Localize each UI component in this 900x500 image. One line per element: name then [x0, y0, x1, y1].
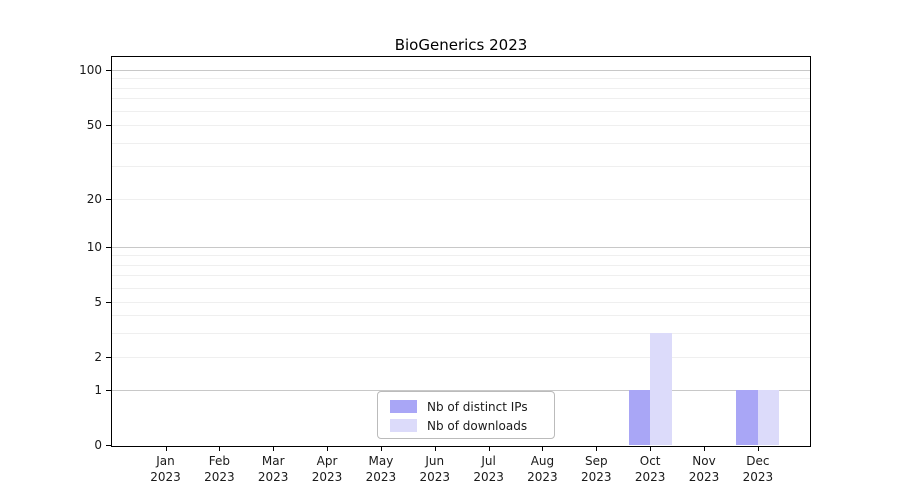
x-tick-month: Jun	[425, 454, 445, 468]
minor-gridline	[112, 332, 810, 334]
x-tick-year: 2023	[473, 470, 504, 484]
minor-gridline	[112, 255, 810, 257]
x-tick-label-oct: Oct 2023	[623, 453, 677, 485]
x-tick-month: Jan	[156, 454, 175, 468]
minor-gridline	[112, 143, 810, 145]
x-tick-month: Dec	[746, 454, 770, 468]
x-tick-month: May	[368, 454, 394, 468]
x-tick-mark	[650, 447, 652, 451]
x-tick-month: Mar	[261, 454, 285, 468]
x-tick-label-feb: Feb 2023	[192, 453, 246, 485]
x-tick-mark	[165, 447, 167, 451]
minor-gridline	[112, 302, 810, 303]
y-tick-label: 10	[86, 240, 102, 254]
x-tick-mark	[273, 447, 275, 451]
minor-gridline	[112, 315, 810, 317]
major-gridline	[112, 247, 810, 248]
x-tick-mark	[488, 447, 490, 451]
y-tick-label: 5	[94, 295, 102, 309]
x-tick-label-sep: Sep 2023	[569, 453, 623, 485]
x-tick-label-mar: Mar 2023	[246, 453, 300, 485]
x-tick-mark	[596, 447, 598, 451]
x-tick-label-nov: Nov 2023	[677, 453, 731, 485]
x-tick-month: Jul	[481, 454, 496, 468]
x-tick-mark	[327, 447, 329, 451]
x-tick-label-apr: Apr 2023	[300, 453, 354, 485]
x-tick-year: 2023	[204, 470, 235, 484]
x-tick-year: 2023	[581, 470, 612, 484]
legend: Nb of distinct IPs Nb of downloads	[377, 391, 555, 439]
legend-label-downloads: Nb of downloads	[427, 418, 528, 433]
x-tick-month: Apr	[316, 454, 338, 468]
bar-distinct-ips-dec	[736, 390, 758, 445]
x-tick-year: 2023	[742, 470, 774, 484]
legend-swatch-downloads	[390, 419, 417, 432]
x-tick-year: 2023	[257, 470, 289, 484]
x-tick-label-dec: Dec 2023	[731, 453, 785, 485]
minor-gridline	[112, 166, 810, 168]
x-tick-month: Nov	[692, 454, 716, 468]
y-tick-label: 0	[94, 438, 102, 452]
minor-gridline	[112, 264, 810, 266]
bar-downloads-dec	[757, 390, 780, 445]
legend-label-distinct-ips: Nb of distinct IPs	[427, 399, 528, 414]
legend-swatch-distinct-ips	[390, 400, 417, 413]
y-tick-mark	[106, 390, 111, 391]
major-gridline	[112, 390, 810, 391]
x-tick-label-aug: Aug 2023	[515, 453, 569, 485]
x-tick-mark	[219, 447, 221, 451]
y-tick-label: 2	[94, 350, 102, 364]
x-tick-mark	[704, 447, 705, 451]
x-tick-mark	[434, 447, 436, 451]
y-tick-mark	[106, 70, 111, 71]
minor-gridline	[112, 125, 810, 126]
x-tick-year: 2023	[150, 470, 181, 484]
chart-title: BioGenerics 2023	[394, 36, 528, 54]
y-tick-mark	[106, 445, 111, 446]
x-tick-mark	[757, 447, 759, 451]
x-tick-month: Oct	[639, 454, 661, 468]
minor-gridline	[112, 287, 810, 289]
legend-item-distinct-ips: Nb of distinct IPs	[390, 397, 546, 416]
minor-gridline	[112, 110, 810, 112]
x-tick-year: 2023	[365, 470, 397, 484]
x-tick-year: 2023	[688, 470, 720, 484]
x-tick-month: Sep	[584, 454, 608, 468]
y-tick-mark	[106, 357, 111, 358]
x-tick-label-jun: Jun 2023	[408, 453, 462, 485]
bar-distinct-ips-oct	[628, 390, 651, 445]
minor-gridline	[112, 87, 810, 89]
minor-gridline	[112, 98, 810, 100]
y-tick-mark	[106, 247, 111, 248]
major-gridline	[112, 70, 810, 71]
x-tick-year: 2023	[311, 470, 343, 484]
x-tick-mark	[380, 447, 382, 451]
y-tick-mark	[106, 125, 111, 126]
x-tick-year: 2023	[527, 470, 558, 484]
x-tick-year: 2023	[419, 470, 451, 484]
y-tick-mark	[106, 302, 111, 303]
y-tick-mark	[106, 199, 111, 200]
plot-area	[111, 56, 811, 447]
x-tick-year: 2023	[634, 470, 666, 484]
x-tick-label-jan: Jan 2023	[139, 453, 193, 485]
bar-downloads-oct	[650, 332, 672, 445]
legend-item-downloads: Nb of downloads	[390, 416, 546, 435]
x-tick-month: Feb	[208, 454, 230, 468]
y-tick-label: 100	[79, 63, 102, 77]
y-tick-label: 50	[86, 118, 102, 132]
minor-gridline	[112, 78, 810, 80]
x-tick-label-may: May 2023	[354, 453, 408, 485]
minor-gridline	[112, 275, 810, 277]
minor-gridline	[112, 357, 810, 358]
y-tick-label: 20	[86, 192, 102, 206]
minor-gridline	[112, 199, 810, 200]
x-tick-month: Aug	[530, 454, 555, 468]
x-tick-label-jul: Jul 2023	[462, 453, 516, 485]
y-tick-label: 1	[94, 383, 102, 397]
x-tick-mark	[542, 447, 544, 451]
